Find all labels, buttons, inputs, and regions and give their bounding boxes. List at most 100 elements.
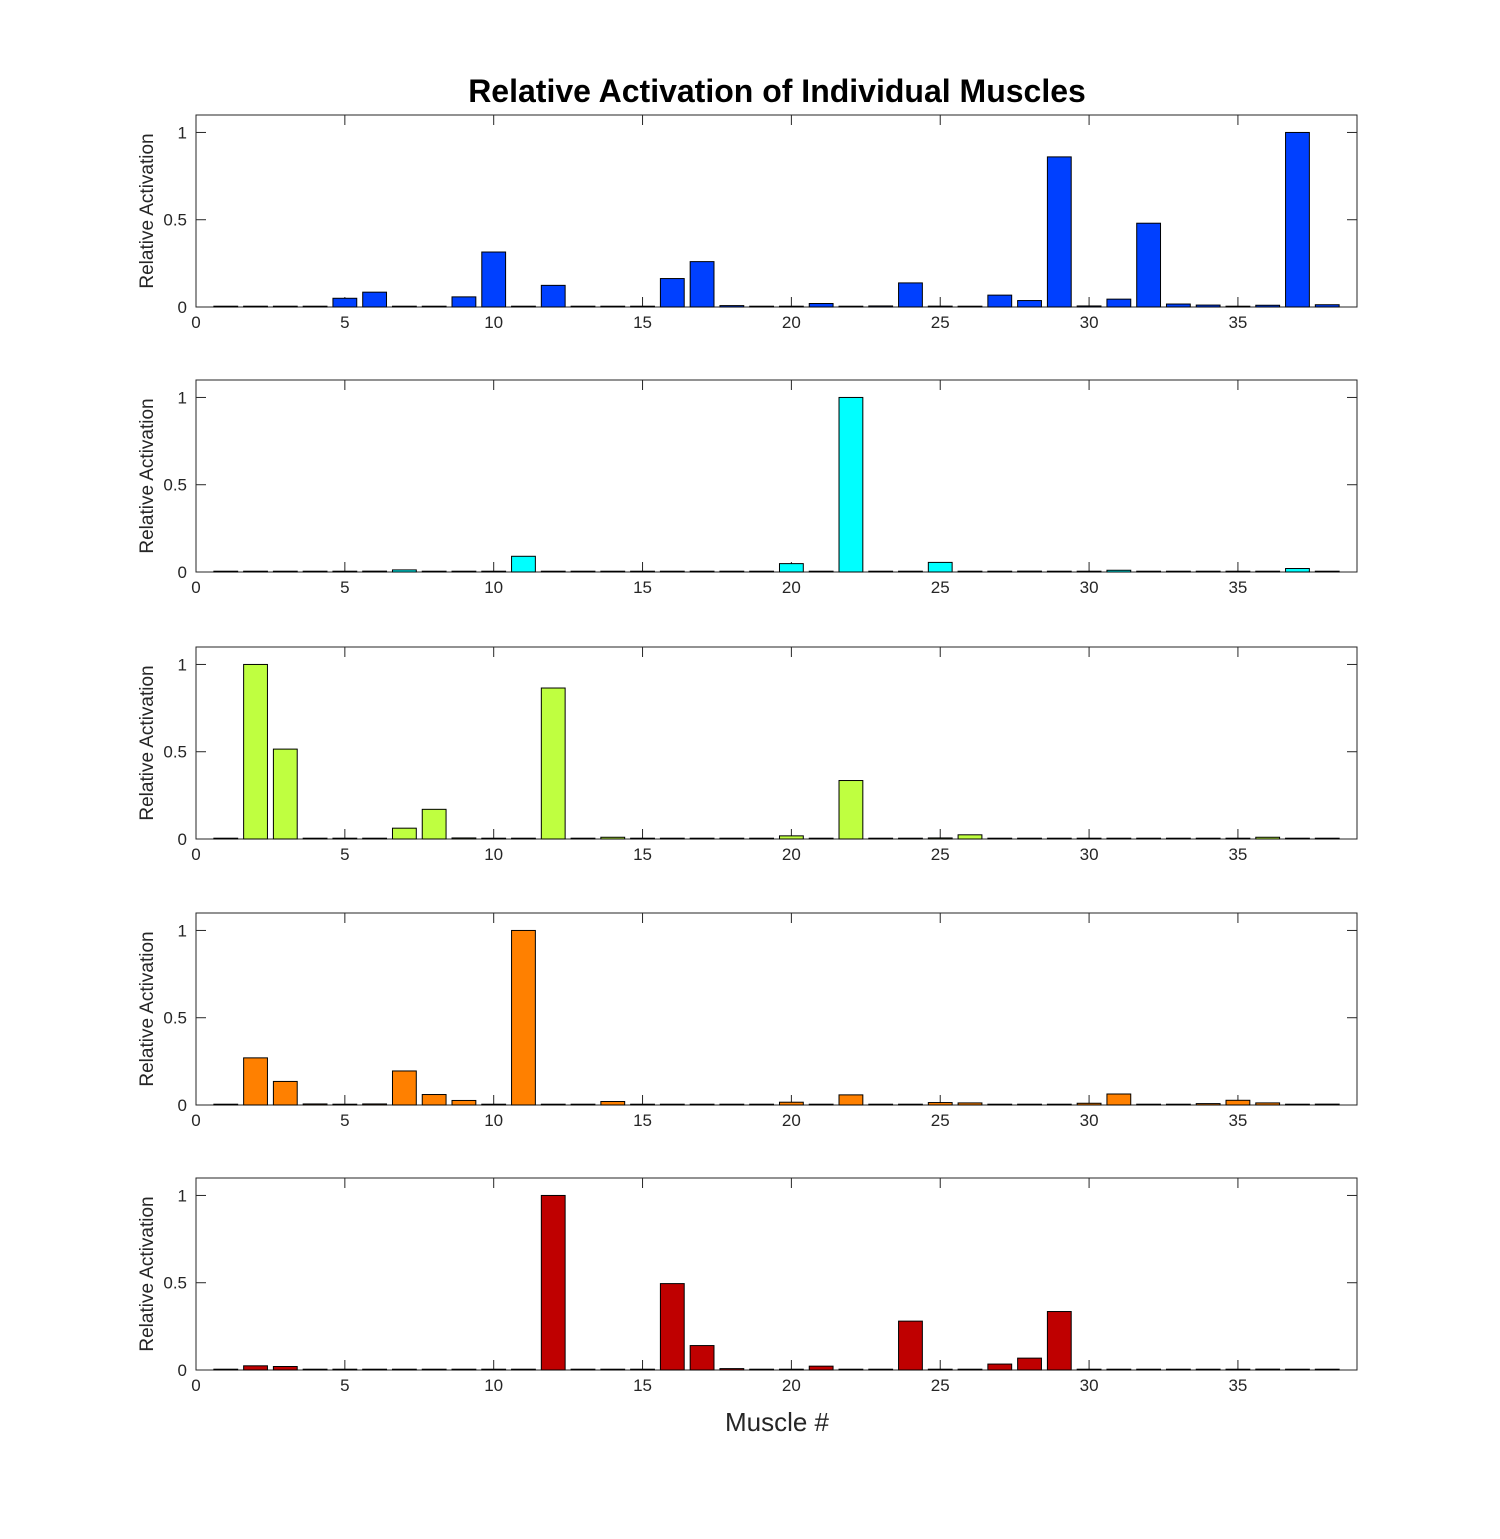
bar	[868, 1368, 894, 1371]
bar	[1076, 570, 1102, 573]
x-tick-label: 0	[191, 845, 200, 864]
panel-5: 0 5 10 15 20 25 30 35 0 0.5 1 Relative Activation	[137, 1177, 1358, 1395]
x-tick-label: 5	[340, 1376, 349, 1395]
y-tick-label: 1	[178, 123, 187, 142]
bar	[421, 305, 447, 308]
y-tick-label: 0	[178, 563, 187, 582]
bar	[1076, 1368, 1102, 1371]
bar	[1285, 131, 1310, 308]
panel-2: 0 5 10 15 20 25 30 35 0 0.5 1 Relative Activation	[137, 379, 1358, 597]
bar	[1017, 300, 1042, 308]
x-tick-label: 20	[782, 1111, 801, 1130]
bar	[778, 835, 804, 840]
y-axis-label: Relative Activation	[137, 133, 158, 288]
panel-1: 0 5 10 15 20 25 30 35 0 0.5 1 Relative Activation	[137, 114, 1358, 332]
bar	[213, 837, 239, 840]
axes-box	[195, 1177, 1358, 1371]
bar	[570, 1368, 596, 1371]
bar	[838, 396, 864, 573]
bar	[808, 837, 834, 840]
bar	[749, 1368, 775, 1371]
y-tick-label: 1	[178, 655, 187, 674]
bar	[1106, 298, 1132, 308]
bar	[540, 687, 566, 840]
bar	[1255, 1368, 1281, 1371]
bar	[659, 1283, 685, 1371]
bar	[778, 1101, 804, 1106]
bar	[600, 1368, 626, 1371]
bar	[927, 1102, 953, 1106]
bar	[332, 1368, 358, 1371]
bar	[719, 837, 745, 840]
bar	[391, 1070, 417, 1106]
y-tick-label: 0	[178, 298, 187, 317]
x-tick-label: 15	[633, 578, 652, 597]
bar	[987, 570, 1013, 573]
x-tick-label: 5	[340, 578, 349, 597]
bar	[1046, 837, 1072, 840]
bar	[362, 1368, 388, 1371]
bar	[630, 570, 655, 573]
bar	[689, 837, 715, 840]
bar	[689, 261, 715, 308]
bar	[1314, 570, 1340, 573]
bar	[808, 570, 834, 573]
bar	[451, 296, 477, 308]
bar	[540, 570, 566, 573]
bar	[243, 1365, 268, 1371]
bar	[1195, 1368, 1221, 1371]
bar	[570, 305, 596, 308]
bar	[213, 1103, 239, 1106]
y-axis-label: Relative Activation	[137, 931, 158, 1086]
y-tick-label: 1	[178, 1186, 187, 1205]
bar	[1106, 1093, 1132, 1106]
bar	[838, 305, 864, 308]
bar	[213, 1368, 239, 1371]
bar	[927, 305, 953, 308]
bar	[272, 1366, 298, 1371]
bar	[719, 305, 745, 308]
bar	[659, 278, 685, 308]
x-tick-label: 30	[1080, 313, 1099, 332]
x-tick-label: 10	[484, 578, 503, 597]
bar	[272, 1080, 298, 1106]
y-tick-label: 0	[178, 830, 187, 849]
bar	[1285, 1368, 1310, 1371]
bar	[957, 1102, 983, 1106]
bar	[987, 1363, 1013, 1371]
bar	[868, 837, 894, 840]
bar	[1076, 1102, 1102, 1106]
bar	[1046, 570, 1072, 573]
bar	[481, 1103, 507, 1106]
bar	[421, 1094, 447, 1106]
bar	[898, 570, 923, 573]
bar	[957, 1368, 983, 1371]
bar	[451, 837, 477, 840]
bar	[1255, 304, 1281, 308]
bar	[540, 1194, 566, 1371]
bar	[570, 570, 596, 573]
x-tick-label: 25	[931, 1376, 950, 1395]
bar	[898, 1320, 923, 1371]
x-tick-label: 5	[340, 1111, 349, 1130]
x-tick-label: 25	[931, 578, 950, 597]
y-tick-label: 0.5	[163, 211, 187, 230]
bar	[332, 297, 358, 308]
bar	[898, 837, 923, 840]
bar	[987, 294, 1013, 308]
bar	[868, 570, 894, 573]
bar	[1106, 837, 1132, 840]
bar	[1314, 1368, 1340, 1371]
bar	[1136, 837, 1162, 840]
x-tick-label: 15	[633, 845, 652, 864]
bar	[957, 834, 983, 840]
bar	[570, 1103, 596, 1106]
bar	[927, 561, 953, 573]
bar	[1046, 156, 1072, 308]
x-tick-label: 30	[1080, 1111, 1099, 1130]
bar	[302, 1368, 328, 1371]
bar	[421, 1368, 447, 1371]
bar	[868, 1103, 894, 1106]
bar	[749, 305, 775, 308]
